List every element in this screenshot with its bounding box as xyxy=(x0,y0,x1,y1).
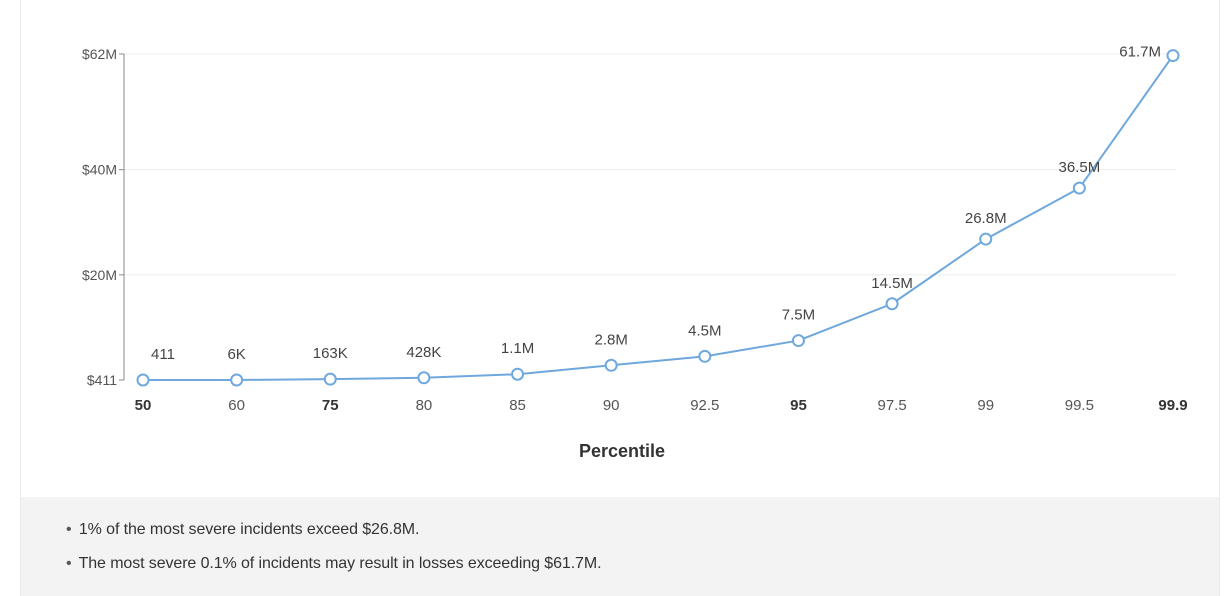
axis-layer: $411 $20M $40M $62M 50 60 75 80 85 90 92.5 95 97.5 99… xyxy=(82,46,1188,414)
data-label: 428K xyxy=(406,344,441,361)
data-label: 4.5M xyxy=(688,322,721,339)
data-point-marker xyxy=(791,334,805,348)
data-label: 36.5M xyxy=(1059,159,1101,176)
y-tick-label: $62M xyxy=(82,46,117,62)
x-tick-label: 80 xyxy=(416,397,433,414)
x-tick-label: 85 xyxy=(509,397,526,414)
series-layer xyxy=(136,49,1180,387)
x-tick-label: 90 xyxy=(603,397,620,414)
x-tick-label: 92.5 xyxy=(690,397,719,414)
x-tick-label: 75 xyxy=(322,397,339,414)
label-layer: 411 6K 163K 428K 1.1M 2.8M 4.5M 7.5M 14.5M 26.8M 3… xyxy=(151,44,1161,363)
x-tick-label: 97.5 xyxy=(877,397,906,414)
insight-text: The most severe 0.1% of incidents may re… xyxy=(78,555,602,572)
data-point-marker xyxy=(604,358,618,372)
data-point-marker xyxy=(511,367,525,381)
data-point-marker xyxy=(1166,49,1180,63)
data-label: 7.5M xyxy=(782,307,815,324)
data-point-marker xyxy=(136,373,150,387)
insight-text: 1% of the most severe incidents exceed $… xyxy=(78,521,420,538)
x-tick-label: 50 xyxy=(135,397,152,414)
x-tick-label: 99 xyxy=(977,397,994,414)
data-label: 26.8M xyxy=(965,210,1007,227)
data-label: 2.8M xyxy=(595,331,628,348)
data-point-marker xyxy=(323,372,337,386)
data-label: 411 xyxy=(151,346,175,363)
x-axis-title: Percentile xyxy=(579,441,665,461)
data-label: 6K xyxy=(227,346,245,363)
chart-card: $411 $20M $40M $62M 50 60 75 80 85 90 92.5 95 97.5 99… xyxy=(20,0,1220,596)
data-point-marker xyxy=(885,297,899,311)
y-tick-label: $40M xyxy=(82,162,117,178)
data-point-marker xyxy=(417,371,431,385)
x-tick-label: 99.5 xyxy=(1065,397,1094,414)
data-label: 163K xyxy=(313,345,348,362)
data-point-marker xyxy=(698,349,712,363)
y-tick-label: $411 xyxy=(87,372,117,388)
chart-area: $411 $20M $40M $62M 50 60 75 80 85 90 92.5 95 97.5 99… xyxy=(21,0,1219,497)
bullet-glyph: • xyxy=(66,521,72,538)
data-label: 1.1M xyxy=(501,340,534,357)
y-tick-label: $20M xyxy=(82,267,117,283)
insights-footer: • 1% of the most severe incidents exceed… xyxy=(21,497,1219,596)
series-line xyxy=(142,55,1174,381)
x-tick-label: 99.9 xyxy=(1158,397,1187,414)
bullet-glyph: • xyxy=(66,555,72,572)
data-label: 61.7M xyxy=(1119,44,1161,61)
x-tick-label: 95 xyxy=(790,397,807,414)
data-point-marker xyxy=(979,232,993,246)
data-point-marker xyxy=(230,373,244,387)
x-tick-label: 60 xyxy=(228,397,245,414)
insight-note: • The most severe 0.1% of incidents may … xyxy=(66,555,602,573)
data-point-marker xyxy=(1072,181,1086,195)
insight-note: • 1% of the most severe incidents exceed… xyxy=(66,521,419,539)
percentile-loss-line-chart: $411 $20M $40M $62M 50 60 75 80 85 90 92.5 95 97.5 99… xyxy=(82,44,1188,461)
grid-layer xyxy=(124,53,1176,276)
data-label: 14.5M xyxy=(871,275,913,292)
